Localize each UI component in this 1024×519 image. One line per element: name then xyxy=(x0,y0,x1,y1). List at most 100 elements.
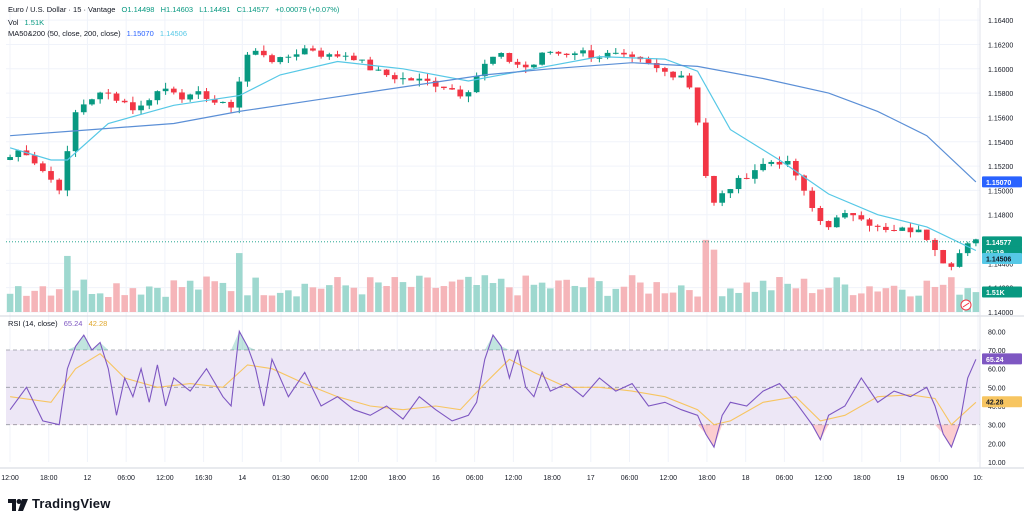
volume-bar xyxy=(375,282,382,312)
volume-bar xyxy=(350,287,358,312)
time-tick-label: 18:00 xyxy=(698,475,716,482)
time-tick-label: 12:00 xyxy=(156,475,174,482)
rsi-ma-badge: 42.28 xyxy=(982,396,1022,408)
ma200-badge: 1.14506 xyxy=(982,252,1022,264)
candle xyxy=(662,66,668,77)
ohlc-low: L1.14491 xyxy=(199,5,231,14)
volume-bar xyxy=(808,293,816,312)
candle xyxy=(825,220,832,230)
volume-bar xyxy=(890,285,898,312)
rsi-tick-label: 10.00 xyxy=(988,460,1006,467)
volume-bar xyxy=(547,288,554,312)
candle xyxy=(195,86,202,99)
volume-bar xyxy=(211,281,218,312)
candle xyxy=(948,261,955,271)
volume-label[interactable]: Vol xyxy=(8,18,19,27)
time-tick-label: 10: xyxy=(973,475,983,482)
volume-bar xyxy=(743,282,751,312)
rsi-label[interactable]: RSI (14, close) xyxy=(8,319,58,328)
candle xyxy=(367,56,374,71)
volume-bar xyxy=(219,282,227,312)
volume-bar xyxy=(145,286,153,312)
volume-bar xyxy=(604,295,611,312)
svg-text:1.14577: 1.14577 xyxy=(986,240,1011,247)
chart-legend: Euro / U.S. Dollar · 15 · Vantage O1.144… xyxy=(8,5,343,14)
candle xyxy=(97,91,103,104)
candle xyxy=(400,72,406,85)
candle xyxy=(604,50,611,60)
volume-bar xyxy=(661,293,669,312)
candle xyxy=(179,89,185,103)
candle xyxy=(449,84,455,90)
candle xyxy=(244,52,251,87)
candle xyxy=(776,156,783,169)
candle xyxy=(563,53,570,58)
candle xyxy=(842,209,848,219)
candle xyxy=(432,77,439,93)
volume-bar xyxy=(227,291,235,312)
volume-bar xyxy=(874,291,881,312)
volume-bar xyxy=(358,294,366,312)
candle xyxy=(252,48,259,56)
price-tick-label: 1.15800 xyxy=(988,91,1013,98)
volume-bar xyxy=(710,249,718,312)
svg-text:42.28: 42.28 xyxy=(986,400,1004,407)
price-badge: 1.14577 xyxy=(982,236,1022,248)
time-tick-label: 06:00 xyxy=(466,475,484,482)
ma-label[interactable]: MA50&200 (50, close, 200, close) xyxy=(8,29,121,38)
volume-bar xyxy=(931,286,939,312)
symbol-title[interactable]: Euro / U.S. Dollar · 15 · Vantage xyxy=(8,5,116,14)
candle xyxy=(629,51,636,63)
volume-bar xyxy=(326,285,333,312)
candle xyxy=(187,93,194,102)
rsi-overbought-fill xyxy=(10,331,976,350)
candle xyxy=(130,96,136,115)
volume-bar xyxy=(195,289,202,312)
candle xyxy=(391,72,398,84)
price-tick-label: 1.16000 xyxy=(988,67,1013,74)
candle xyxy=(334,50,341,58)
candle xyxy=(678,70,685,78)
volume-bar xyxy=(596,281,603,312)
price-tick-label: 1.15200 xyxy=(988,164,1013,171)
volume-bar xyxy=(383,286,390,312)
time-tick-label: 18:00 xyxy=(543,475,561,482)
volume-bar xyxy=(898,289,906,312)
candle xyxy=(15,149,22,162)
candle xyxy=(792,158,799,181)
volume-bar xyxy=(645,293,652,312)
candle xyxy=(891,224,897,232)
tradingview-logo-icon xyxy=(8,498,28,511)
candle xyxy=(571,51,578,60)
volume-bar xyxy=(866,286,873,312)
candle xyxy=(203,88,210,103)
volume-bar xyxy=(96,293,104,312)
candle xyxy=(64,145,71,197)
volume-bar xyxy=(366,277,374,312)
tradingview-logo[interactable]: TradingView xyxy=(8,496,111,511)
replay-icon[interactable] xyxy=(960,299,972,311)
volume-bar xyxy=(170,280,178,312)
volume-bar xyxy=(440,286,448,312)
volume-bar xyxy=(47,295,55,312)
volume-bar xyxy=(129,288,137,312)
candle xyxy=(48,166,54,183)
candle xyxy=(637,56,644,63)
rsi-ma-value: 42.28 xyxy=(88,319,108,328)
volume-bar xyxy=(15,286,22,312)
candle xyxy=(686,73,693,90)
volume-bar xyxy=(334,277,341,312)
volume-bar xyxy=(915,295,922,312)
candle xyxy=(547,50,554,55)
candle xyxy=(220,101,226,104)
time-tick-label: 18:00 xyxy=(853,475,871,482)
time-tick-label: 19 xyxy=(897,475,905,482)
volume-bar xyxy=(407,286,415,312)
time-tick-label: 12:00 xyxy=(1,475,19,482)
volume-bar xyxy=(686,290,693,312)
volume-bar xyxy=(817,289,824,312)
candle xyxy=(833,215,840,228)
ma50-badge: 1.15070 xyxy=(982,176,1022,188)
time-tick-label: 06:00 xyxy=(931,475,949,482)
